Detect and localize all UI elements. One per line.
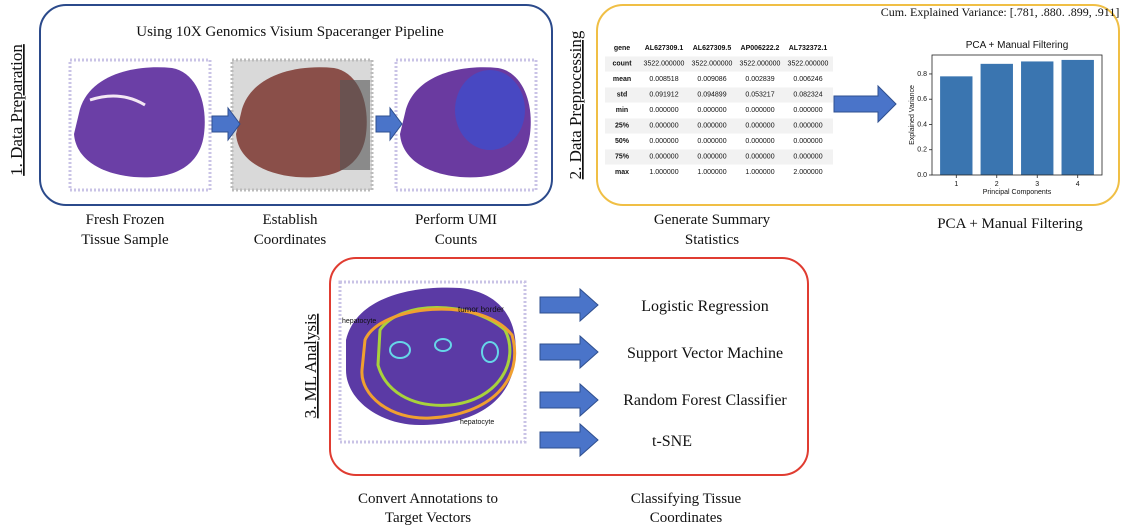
table-cell: 3522.000000 — [740, 60, 781, 67]
table-header: AL627309.5 — [693, 45, 732, 52]
bar — [1062, 60, 1094, 175]
arrow — [540, 289, 598, 321]
x-tick-label: 2 — [995, 181, 999, 188]
table-cell: 0.091912 — [649, 91, 678, 98]
table-cell: 0.000000 — [793, 153, 822, 160]
method-label: Random Forest Classifier — [623, 392, 787, 409]
caption: Statistics — [685, 232, 739, 248]
table-cell: 0.000000 — [793, 107, 822, 114]
table-cell: 0.000000 — [793, 138, 822, 145]
table-cell: 0.000000 — [697, 122, 726, 129]
table-cell: 0.000000 — [649, 138, 678, 145]
image-label: hepatocyte — [342, 318, 376, 325]
section-label: 3. ML Analysis — [301, 314, 320, 419]
method-label: Support Vector Machine — [627, 345, 783, 362]
summary-table: gene AL627309.1 AL627309.5 AP006222.2 AL7323… — [605, 45, 833, 176]
table-cell: 0.000000 — [649, 122, 678, 129]
bar — [981, 64, 1013, 175]
tissue-image — [396, 60, 536, 190]
bar — [1021, 61, 1053, 175]
arrow — [540, 384, 598, 416]
x-tick-label: 1 — [954, 181, 958, 188]
table-cell: 50% — [615, 138, 630, 145]
table-cell: 1.000000 — [697, 169, 726, 176]
y-tick-label: 0.2 — [917, 147, 927, 154]
table-cell: 0.000000 — [697, 107, 726, 114]
caption: Establish — [263, 212, 318, 228]
table-header: AL627309.1 — [645, 45, 684, 52]
table-cell: 0.008518 — [649, 76, 678, 83]
tissue-image — [70, 60, 210, 190]
table-cell: 3522.000000 — [692, 60, 733, 67]
y-tick-label: 0.8 — [917, 71, 927, 78]
table-cell: 0.000000 — [745, 153, 774, 160]
table-cell: std — [617, 91, 628, 98]
table-cell: 0.000000 — [649, 107, 678, 114]
table-cell: 3522.000000 — [644, 60, 685, 67]
table-cell: 0.006246 — [793, 76, 822, 83]
table-cell: 0.000000 — [745, 122, 774, 129]
table-cell: 0.000000 — [793, 122, 822, 129]
caption: Coordinates — [650, 510, 723, 526]
section-title: Using 10X Genomics Visium Spaceranger Pi… — [136, 24, 444, 40]
arrow — [540, 424, 598, 456]
arrow — [834, 86, 896, 122]
method-label: Logistic Regression — [641, 298, 769, 315]
caption: Generate Summary — [654, 212, 771, 228]
table-cell: min — [616, 107, 628, 114]
table-cell: 75% — [615, 153, 630, 160]
table-cell: count — [612, 60, 632, 67]
table-header: gene — [614, 45, 630, 52]
image-label: tumor border — [458, 305, 504, 314]
table-cell: 0.000000 — [745, 107, 774, 114]
table-cell: 0.000000 — [697, 153, 726, 160]
x-axis-label: Principal Components — [983, 189, 1052, 196]
diagram: 1. Data Preparation Using 10X Genomics V… — [0, 0, 1122, 529]
table-cell: mean — [613, 76, 631, 83]
pca-chart: Cum. Explained Variance: [.781, .880. .8… — [881, 5, 1120, 196]
y-axis-label: Explained Variance — [909, 85, 916, 145]
table-header: AP006222.2 — [741, 45, 780, 52]
table-cell: 25% — [615, 122, 630, 129]
x-tick-label: 3 — [1035, 181, 1039, 188]
image-label: hepatocyte — [460, 419, 494, 426]
caption: Target Vectors — [385, 510, 471, 526]
table-cell: 0.000000 — [649, 153, 678, 160]
caption: Tissue Sample — [81, 232, 169, 248]
table-cell: 1.000000 — [745, 169, 774, 176]
section-label: 2. Data Preprocessing — [566, 30, 585, 179]
table-cell: 1.000000 — [649, 169, 678, 176]
table-cell: 2.000000 — [793, 169, 822, 176]
caption: Counts — [435, 232, 478, 248]
method-label: t-SNE — [652, 433, 692, 450]
y-tick-label: 0.6 — [917, 96, 927, 103]
caption: Fresh Frozen — [86, 212, 165, 228]
y-tick-label: 0.4 — [917, 121, 927, 128]
caption: Convert Annotations to — [358, 491, 498, 507]
chart-title: PCA + Manual Filtering — [966, 40, 1069, 51]
table-cell: 0.053217 — [745, 91, 774, 98]
x-tick-label: 4 — [1076, 181, 1080, 188]
section-label: 1. Data Preparation — [7, 44, 26, 176]
y-tick-label: 0.0 — [917, 172, 927, 179]
table-cell: 0.002839 — [745, 76, 774, 83]
table-cell: 0.000000 — [745, 138, 774, 145]
table-cell: 0.082324 — [793, 91, 822, 98]
caption: PCA + Manual Filtering — [937, 216, 1083, 232]
tissue-image — [232, 60, 372, 190]
annotated-tissue-image: tumor border hepatocyte hepatocyte — [340, 282, 525, 442]
caption: Classifying Tissue — [631, 491, 742, 507]
table-header: AL732372.1 — [789, 45, 828, 52]
table-cell: 0.009086 — [697, 76, 726, 83]
chart-annotation: Cum. Explained Variance: [.781, .880. .8… — [881, 5, 1120, 19]
table-cell: 3522.000000 — [788, 60, 829, 67]
table-cell: 0.094899 — [697, 91, 726, 98]
caption: Perform UMI — [415, 212, 497, 228]
arrow — [540, 336, 598, 368]
table-cell: max — [615, 169, 629, 176]
arrow — [376, 108, 402, 140]
bar — [940, 76, 972, 175]
table-cell: 0.000000 — [697, 138, 726, 145]
caption: Coordinates — [254, 232, 327, 248]
